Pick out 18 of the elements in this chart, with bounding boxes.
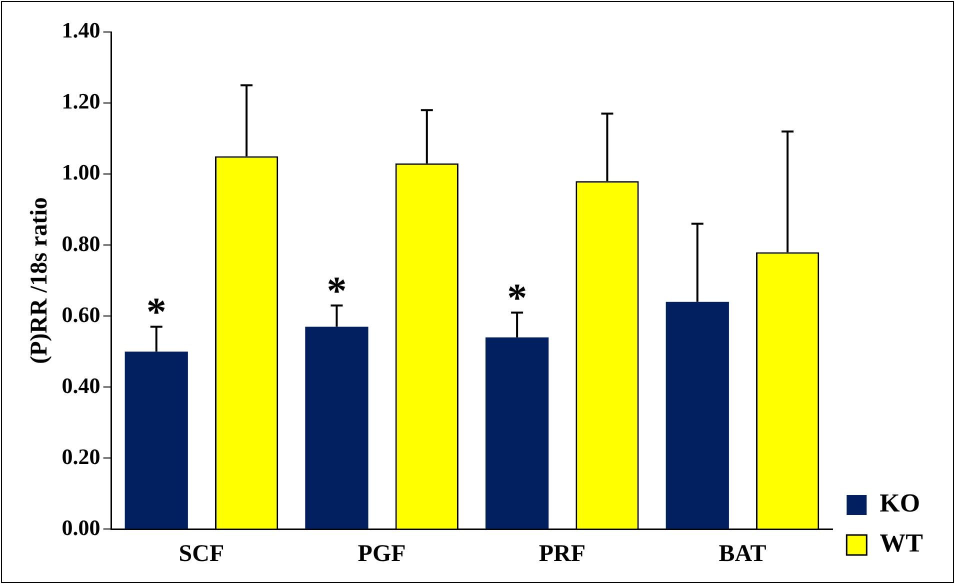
y-tick-label: 1.20 bbox=[62, 88, 100, 114]
annotation: * bbox=[146, 289, 166, 334]
y-tick-label: 0.80 bbox=[62, 230, 100, 256]
legend-label: KO bbox=[880, 488, 920, 518]
x-tick-label: PGF bbox=[358, 540, 406, 567]
y-tick-label: 1.00 bbox=[62, 160, 100, 185]
annotation: * bbox=[507, 274, 528, 320]
y-tick-label: 0.00 bbox=[62, 514, 100, 540]
x-tick-label: BAT bbox=[718, 540, 766, 567]
legend-label: WT bbox=[880, 528, 923, 558]
y-tick-label: 0.40 bbox=[62, 372, 100, 398]
y-tick-label: 1.40 bbox=[62, 18, 100, 43]
y-axis-title: (P)RR /18s ratio bbox=[26, 197, 53, 364]
y-tick-label: 0.60 bbox=[62, 302, 100, 327]
annotation: * bbox=[326, 268, 347, 313]
x-tick-label: PRF bbox=[538, 540, 586, 567]
y-tick-label: 0.20 bbox=[62, 444, 100, 469]
x-tick-label: SCF bbox=[178, 540, 224, 567]
